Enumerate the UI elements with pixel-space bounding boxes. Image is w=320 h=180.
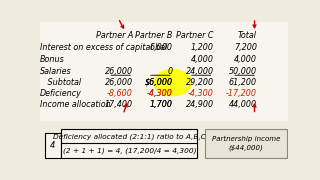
Text: 1,700: 1,700 (150, 100, 173, 109)
Text: 50,000: 50,000 (229, 67, 257, 76)
Text: Partner C: Partner C (176, 31, 214, 40)
Text: $6,000: $6,000 (145, 78, 173, 87)
Text: Bonus: Bonus (40, 55, 65, 64)
FancyBboxPatch shape (40, 19, 288, 121)
Text: 29,200: 29,200 (186, 78, 214, 87)
Text: 1,700: 1,700 (150, 100, 173, 109)
Text: -17,200: -17,200 (226, 89, 257, 98)
Text: Partner A: Partner A (96, 31, 133, 40)
Text: (2 + 1 + 1) = 4, (17,200/4 = 4,300): (2 + 1 + 1) = 4, (17,200/4 = 4,300) (62, 147, 196, 154)
Text: -4,300: -4,300 (147, 89, 173, 98)
Text: 4,000: 4,000 (191, 55, 214, 64)
Text: Deficiency: Deficiency (40, 89, 82, 98)
Text: 4,000: 4,000 (234, 55, 257, 64)
Text: 26,000: 26,000 (105, 67, 133, 76)
Text: 4: 4 (50, 141, 56, 150)
Text: Income allocation: Income allocation (40, 100, 111, 109)
Text: -4,300: -4,300 (188, 89, 214, 98)
Text: $6,000: $6,000 (145, 78, 173, 87)
Text: Partner B: Partner B (135, 31, 173, 40)
Text: Deficiency allocated (2:1:1) ratio to A,B,C: Deficiency allocated (2:1:1) ratio to A,… (53, 133, 206, 140)
Text: 17,400: 17,400 (105, 100, 133, 109)
Ellipse shape (154, 69, 191, 96)
Text: Salaries: Salaries (40, 67, 72, 76)
Text: Total: Total (238, 31, 257, 40)
Text: Subtotal: Subtotal (40, 78, 81, 87)
Text: 7,200: 7,200 (234, 43, 257, 52)
FancyBboxPatch shape (61, 129, 197, 144)
Text: 0: 0 (168, 67, 173, 76)
FancyBboxPatch shape (205, 129, 287, 158)
Text: 24,900: 24,900 (186, 100, 214, 109)
Text: 6,000: 6,000 (150, 43, 173, 52)
Text: 24,000: 24,000 (186, 67, 214, 76)
Text: 1,200: 1,200 (191, 43, 214, 52)
Text: -4,300: -4,300 (147, 89, 173, 98)
Text: 26,000: 26,000 (105, 78, 133, 87)
FancyBboxPatch shape (45, 133, 61, 158)
Text: Interest on excess of capital bal: Interest on excess of capital bal (40, 43, 167, 52)
FancyBboxPatch shape (61, 143, 197, 158)
Text: 44,000: 44,000 (229, 100, 257, 109)
Text: -8,600: -8,600 (107, 89, 133, 98)
Text: 61,200: 61,200 (229, 78, 257, 87)
Text: Partnership income
($44,000): Partnership income ($44,000) (212, 136, 280, 151)
